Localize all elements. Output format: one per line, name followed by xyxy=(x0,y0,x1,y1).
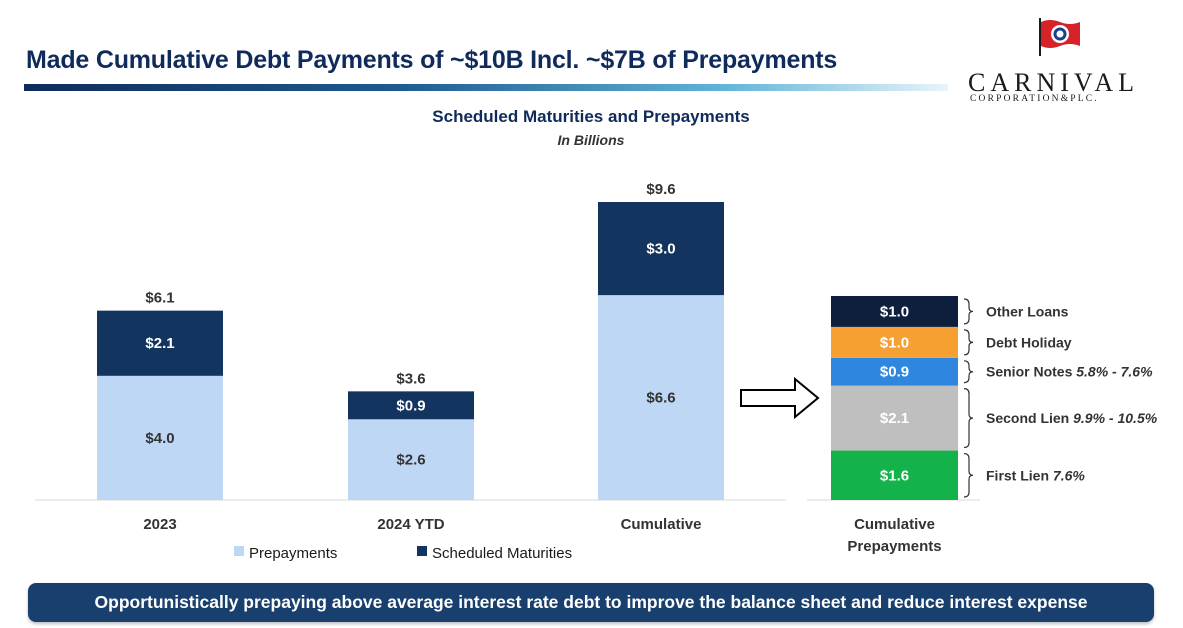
breakdown-segment xyxy=(831,326,958,358)
breakdown-category-name: Senior Notes xyxy=(986,364,1073,380)
breakdown-category-name: Debt Holiday xyxy=(986,334,1072,350)
bar-value-label: $2.6 xyxy=(396,452,425,469)
bar-value-label: $6.6 xyxy=(646,390,675,407)
legend-swatch xyxy=(234,546,244,556)
breakdown-value-label: $1.0 xyxy=(880,303,909,320)
breakdown-interest-rate: 7.6% xyxy=(1049,467,1085,483)
breakdown-category-label: Debt Holiday xyxy=(986,334,1072,350)
bracket-icon xyxy=(963,388,974,449)
x-tick-label: Prepayments xyxy=(847,538,941,555)
breakdown-segment xyxy=(831,357,958,386)
chart-title: Scheduled Maturities and Prepayments xyxy=(432,107,749,126)
breakdown-category-name: Other Loans xyxy=(986,303,1069,319)
bar-value-label: $2.1 xyxy=(145,335,174,352)
legend-label: Scheduled Maturities xyxy=(432,545,572,562)
breakdown-category-label: Other Loans xyxy=(986,303,1069,319)
breakdown-category-name: First Lien xyxy=(986,467,1049,483)
logo-subtitle: CORPORATION&PLC. xyxy=(970,94,1099,104)
legend-swatch xyxy=(417,546,427,556)
x-tick-label: Cumulative xyxy=(621,516,702,533)
x-tick-label: 2024 YTD xyxy=(377,516,444,533)
summary-banner-text: Opportunistically prepaying above averag… xyxy=(94,592,1088,612)
breakdown-category-name: Second Lien xyxy=(986,410,1069,426)
x-tick-label: 2023 xyxy=(143,516,176,533)
bar-total-label: $6.1 xyxy=(145,290,174,307)
breakdown-value-label: $1.0 xyxy=(880,334,909,351)
breakdown-value-label: $1.6 xyxy=(880,467,909,484)
breakdown-segment xyxy=(831,385,958,451)
bar-scheduled-maturities xyxy=(348,391,474,420)
bar-prepayments xyxy=(97,375,223,500)
bracket-icon xyxy=(963,452,974,498)
summary-banner: Opportunistically prepaying above averag… xyxy=(28,583,1154,622)
bar-scheduled-maturities xyxy=(97,310,223,376)
breakdown-interest-rate: 9.9% - 10.5% xyxy=(1069,410,1157,426)
bar-value-label: $0.9 xyxy=(396,397,425,414)
page-title: Made Cumulative Debt Payments of ~$10B I… xyxy=(26,46,838,74)
x-tick-label: Cumulative xyxy=(854,516,935,533)
debt-payments-chart: Scheduled Maturities and Prepayments In B… xyxy=(35,107,1158,562)
breakdown-category-label: First Lien 7.6% xyxy=(986,467,1085,483)
logo-wordmark: CARNIVAL xyxy=(968,68,1139,97)
breakdown-interest-rate: 5.8% - 7.6% xyxy=(1072,364,1153,380)
company-logo: CARNIVAL CORPORATION&PLC. xyxy=(960,14,1160,104)
breakdown-segment xyxy=(831,296,958,327)
breakdown-value-label: $2.1 xyxy=(880,410,909,427)
bar-value-label: $4.0 xyxy=(145,430,174,447)
legend-label: Prepayments xyxy=(249,545,337,562)
bar-value-label: $3.0 xyxy=(646,241,675,258)
breakdown-segment xyxy=(831,450,958,500)
bar-total-label: $9.6 xyxy=(646,181,675,198)
bracket-icon xyxy=(963,329,974,356)
bracket-icon xyxy=(963,298,974,325)
bar-total-label: $3.6 xyxy=(396,370,425,387)
arrow-icon xyxy=(740,376,820,420)
bar-prepayments xyxy=(598,295,724,500)
bar-scheduled-maturities xyxy=(598,202,724,296)
chart-subtitle: In Billions xyxy=(558,132,625,148)
breakdown-value-label: $0.9 xyxy=(880,364,909,381)
bracket-icon xyxy=(963,360,974,384)
breakdown-category-label: Second Lien 9.9% - 10.5% xyxy=(986,410,1158,426)
flag-logo-icon xyxy=(1039,18,1080,56)
title-underline xyxy=(24,84,948,91)
breakdown-category-label: Senior Notes 5.8% - 7.6% xyxy=(986,364,1153,380)
bar-prepayments xyxy=(348,419,474,500)
